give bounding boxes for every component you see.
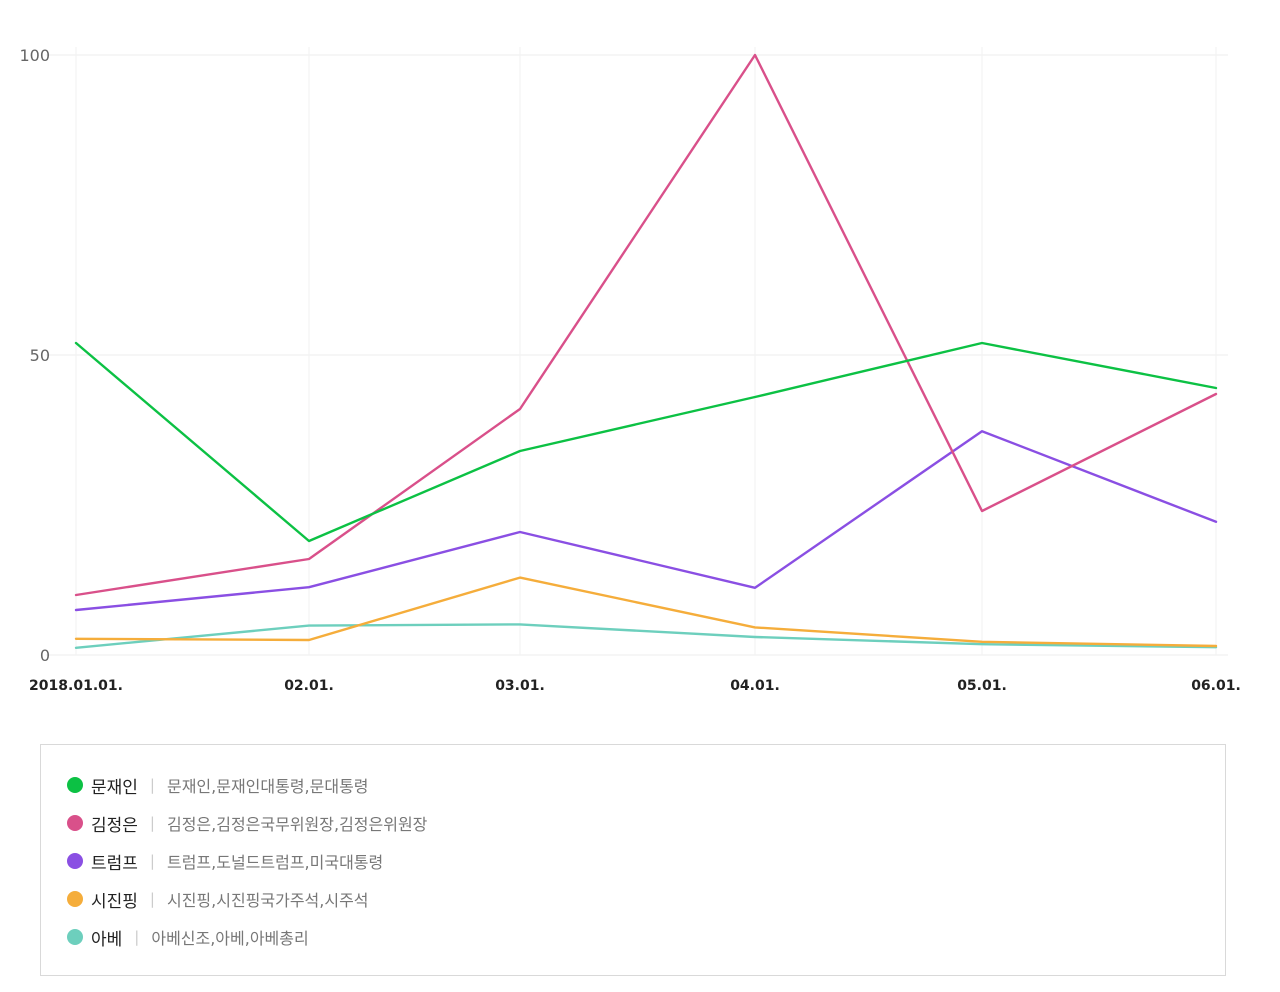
line-chart: 0 50 100 2018.01.01. 02.01. 03.01. 04.01. 05.0… [19,46,1241,694]
y-axis: 0 50 100 [19,46,50,665]
legend-item[interactable]: 김정은 | 김정은,김정은국무위원장,김정은위원장 [67,811,428,836]
legend-series-name: 문재인 [91,777,138,798]
legend-keywords: 트럼프,도널드트럼프,미국대통령 [166,853,384,872]
legend-separator: | [149,814,155,832]
legend-separator: | [149,852,155,870]
y-tick-label: 100 [19,46,50,65]
series-lines [74,53,1218,649]
x-tick-label: 05.01. [957,678,1007,694]
series-line-2 [74,430,1218,612]
grid [46,47,1228,656]
legend-keywords: 문재인,문재인대통령,문대통령 [166,777,369,796]
legend-color-dot [67,815,83,831]
legend-separator: | [149,890,155,908]
legend-series-name: 트럼프 [91,853,138,874]
legend-keywords: 김정은,김정은국무위원장,김정은위원장 [166,815,428,834]
legend-color-dot [67,929,83,945]
series-line-1 [74,53,1218,597]
legend-separator: | [149,776,155,794]
legend-separator: | [134,928,140,946]
legend-item[interactable]: 트럼프 | 트럼프,도널드트럼프,미국대통령 [67,849,384,874]
series-line-0 [74,341,1218,543]
x-tick-label: 03.01. [495,678,545,694]
legend-item[interactable]: 문재인 | 문재인,문재인대통령,문대통령 [67,773,369,798]
legend-keywords: 아베신조,아베,아베총리 [151,929,309,948]
legend-series-name: 아베 [91,929,123,950]
series-line-3 [74,576,1218,648]
legend-item[interactable]: 아베 | 아베신조,아베,아베총리 [67,925,309,950]
y-tick-label: 0 [40,646,50,665]
legend-series-name: 김정은 [91,815,138,836]
x-axis: 2018.01.01. 02.01. 03.01. 04.01. 05.01. 06.01… [29,678,1241,694]
legend-item[interactable]: 시진핑 | 시진핑,시진핑국가주석,시주석 [67,887,369,912]
legend-keywords: 시진핑,시진핑국가주석,시주석 [166,891,369,910]
legend-color-dot [67,853,83,869]
y-tick-label: 50 [30,346,50,365]
x-tick-label: 06.01. [1191,678,1241,694]
legend-color-dot [67,891,83,907]
x-tick-label: 04.01. [730,678,780,694]
x-tick-label: 2018.01.01. [29,678,123,694]
legend-series-name: 시진핑 [91,891,138,912]
x-tick-label: 02.01. [284,678,334,694]
legend-color-dot [67,777,83,793]
series-line-4 [74,623,1218,649]
